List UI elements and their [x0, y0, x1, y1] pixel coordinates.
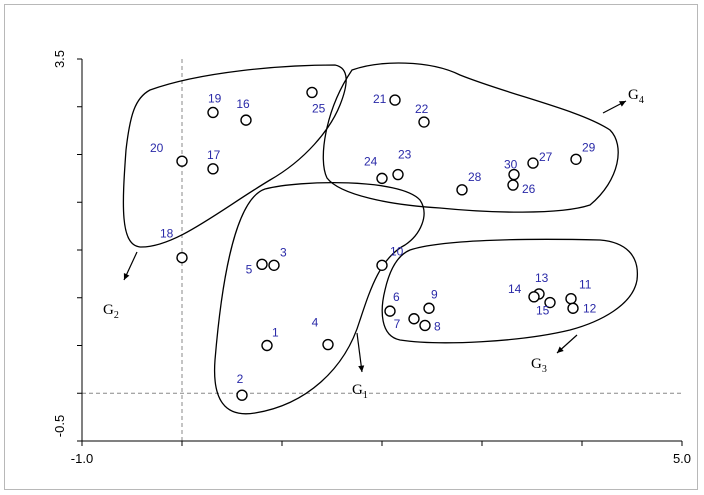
cluster-outline-g2 [122, 64, 347, 248]
point-label: 7 [394, 317, 401, 331]
point-label: 5 [246, 262, 253, 276]
data-point [418, 116, 430, 128]
data-point [376, 172, 388, 185]
data-point [376, 259, 388, 271]
point-label: 22 [415, 102, 429, 116]
figure-frame [4, 4, 698, 490]
data-point [528, 291, 540, 303]
point-label: 24 [364, 154, 378, 168]
group-label-g2: G2 [103, 302, 119, 321]
data-point [306, 86, 318, 99]
data-point [268, 259, 280, 271]
point-label: 19 [208, 91, 222, 105]
arrow-g2-head [123, 273, 130, 280]
point-label: 26 [522, 182, 536, 196]
data-point [392, 168, 404, 181]
data-point [544, 296, 556, 309]
data-point [261, 339, 273, 352]
point-label: 25 [312, 101, 326, 115]
point-label: 12 [583, 301, 597, 315]
data-point [207, 163, 219, 175]
data-point [508, 168, 520, 181]
x-tick-label: -1.0 [71, 451, 93, 466]
cluster-outline-g4 [322, 62, 619, 213]
point-label: 10 [390, 244, 404, 258]
point-label: 4 [312, 316, 319, 330]
point-label: 1 [272, 326, 279, 340]
data-point [456, 184, 468, 196]
point-label: 20 [150, 141, 164, 155]
point-label: 6 [393, 290, 400, 304]
data-point [256, 258, 268, 271]
point-label: 11 [579, 278, 592, 292]
point-label: 15 [536, 304, 550, 318]
data-point [384, 305, 396, 317]
point-label: 2 [237, 372, 244, 386]
data-point [408, 313, 420, 325]
x-tick-label: 5.0 [673, 451, 691, 466]
data-point [240, 114, 252, 126]
y-tick-label: -0.5 [52, 415, 67, 437]
arrow-g1-head [358, 365, 365, 372]
data-point [176, 251, 188, 264]
data-point [423, 302, 435, 314]
point-label: 9 [431, 287, 438, 301]
point-label: 30 [504, 158, 518, 172]
data-point [507, 179, 519, 191]
data-point [419, 319, 431, 332]
data-point [567, 302, 579, 314]
data-point [176, 155, 188, 167]
data-point [322, 338, 334, 351]
point-label: 13 [535, 271, 549, 285]
data-point [207, 106, 219, 119]
point-label: 23 [398, 148, 412, 162]
arrow-g3-head [557, 346, 564, 353]
arrow-g1 [356, 332, 363, 373]
point-label: 8 [434, 319, 441, 333]
point-label: 3 [280, 245, 287, 259]
point-label: 16 [236, 97, 250, 111]
point-label: 14 [508, 282, 522, 296]
point-label: 29 [582, 140, 596, 154]
group-label-g4: G4 [628, 87, 644, 106]
data-point [236, 389, 248, 401]
point-label: 18 [160, 227, 174, 241]
arrow-g4-head [619, 101, 626, 107]
data-point [527, 157, 539, 169]
cluster-outline-g3 [381, 238, 638, 344]
group-label-g3: G3 [531, 356, 547, 375]
group-label-g1: G1 [352, 382, 368, 401]
cluster-outline-g1 [213, 182, 425, 415]
y-tick-label: 3.5 [52, 50, 67, 68]
point-label: 21 [373, 92, 387, 106]
data-point [389, 94, 401, 106]
point-label: 17 [207, 148, 221, 162]
data-point [570, 153, 582, 165]
point-label: 28 [468, 170, 482, 184]
point-label: 27 [539, 150, 553, 164]
data-point [565, 293, 577, 305]
